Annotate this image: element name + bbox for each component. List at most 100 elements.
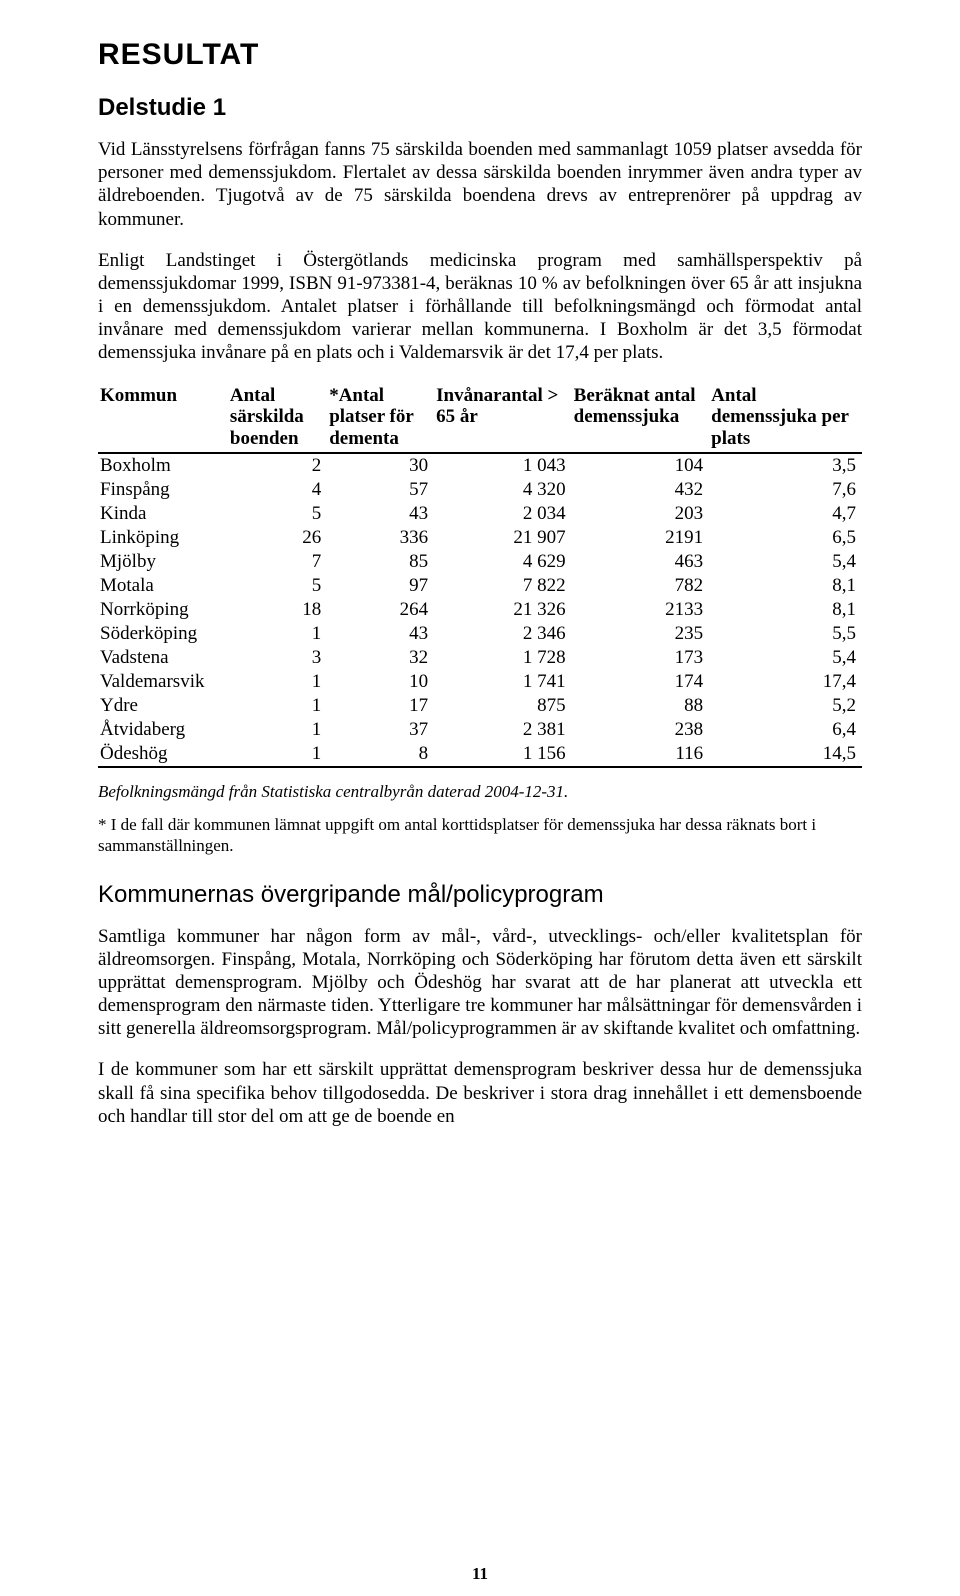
table-row: Finspång4574 3204327,6: [98, 478, 862, 502]
table-cell: 1: [228, 718, 327, 742]
table-cell: 4,7: [709, 502, 862, 526]
table-cell: 37: [327, 718, 434, 742]
table-cell: 104: [572, 453, 710, 478]
col-beraknat: Beräknat antal demenssjuka: [572, 383, 710, 454]
table-cell: 8: [327, 742, 434, 767]
col-per-plats: Antal demenssjuka per plats: [709, 383, 862, 454]
table-cell: 1: [228, 694, 327, 718]
table-cell: 3,5: [709, 453, 862, 478]
table-cell: 4 320: [434, 478, 572, 502]
table-cell: Norrköping: [98, 598, 228, 622]
table-cell: 43: [327, 502, 434, 526]
table-cell: 5: [228, 502, 327, 526]
table-cell: Åtvidaberg: [98, 718, 228, 742]
table-cell: 1: [228, 670, 327, 694]
table-source-note: Befolkningsmängd från Statistiska centra…: [98, 782, 862, 802]
table-row: Söderköping1432 3462355,5: [98, 622, 862, 646]
table-cell: 2: [228, 453, 327, 478]
table-cell: 1: [228, 742, 327, 767]
table-cell: Boxholm: [98, 453, 228, 478]
table-cell: 97: [327, 574, 434, 598]
table-cell: 21 326: [434, 598, 572, 622]
table-cell: 4: [228, 478, 327, 502]
table-cell: 17: [327, 694, 434, 718]
table-cell: 2 346: [434, 622, 572, 646]
table-cell: 6,5: [709, 526, 862, 550]
table-cell: 1 156: [434, 742, 572, 767]
table-cell: 88: [572, 694, 710, 718]
table-cell: 203: [572, 502, 710, 526]
table-cell: Motala: [98, 574, 228, 598]
table-cell: 6,4: [709, 718, 862, 742]
table-cell: Mjölby: [98, 550, 228, 574]
table-row: Valdemarsvik1101 74117417,4: [98, 670, 862, 694]
table-row: Ödeshög181 15611614,5: [98, 742, 862, 767]
table-cell: 1 043: [434, 453, 572, 478]
page-title: RESULTAT: [98, 38, 862, 72]
table-cell: 238: [572, 718, 710, 742]
table-cell: 32: [327, 646, 434, 670]
table-row: Linköping2633621 90721916,5: [98, 526, 862, 550]
table-cell: 1 741: [434, 670, 572, 694]
page: RESULTAT Delstudie 1 Vid Länsstyrelsens …: [0, 0, 960, 1596]
table-cell: Valdemarsvik: [98, 670, 228, 694]
table-cell: 4 629: [434, 550, 572, 574]
col-kommun: Kommun: [98, 383, 228, 454]
table-cell: 1: [228, 622, 327, 646]
table-cell: 264: [327, 598, 434, 622]
table-cell: 5,2: [709, 694, 862, 718]
table-cell: 5,5: [709, 622, 862, 646]
table-cell: 8,1: [709, 574, 862, 598]
table-cell: 43: [327, 622, 434, 646]
table-header-row: Kommun Antal särskilda boenden *Antal pl…: [98, 383, 862, 454]
table-cell: 14,5: [709, 742, 862, 767]
paragraph-3: Samtliga kommuner har någon form av mål-…: [98, 925, 862, 1041]
table-cell: 173: [572, 646, 710, 670]
table-cell: 2191: [572, 526, 710, 550]
table-row: Kinda5432 0342034,7: [98, 502, 862, 526]
table-cell: 116: [572, 742, 710, 767]
table-cell: Finspång: [98, 478, 228, 502]
section-heading: Kommunernas övergripande mål/policyprogr…: [98, 881, 862, 909]
paragraph-4: I de kommuner som har ett särskilt upprä…: [98, 1058, 862, 1128]
paragraph-1: Vid Länsstyrelsens förfrågan fanns 75 sä…: [98, 138, 862, 231]
table-cell: 7: [228, 550, 327, 574]
page-number: 11: [0, 1564, 960, 1584]
table-row: Norrköping1826421 32621338,1: [98, 598, 862, 622]
table-cell: Linköping: [98, 526, 228, 550]
table-cell: 463: [572, 550, 710, 574]
subtitle: Delstudie 1: [98, 94, 862, 122]
table-cell: 5,4: [709, 646, 862, 670]
table-row: Motala5977 8227828,1: [98, 574, 862, 598]
table-cell: Ydre: [98, 694, 228, 718]
col-antal-boenden: Antal särskilda boenden: [228, 383, 327, 454]
table-row: Ydre117875885,2: [98, 694, 862, 718]
table-cell: 336: [327, 526, 434, 550]
table-cell: 30: [327, 453, 434, 478]
table-cell: 432: [572, 478, 710, 502]
paragraph-2: Enligt Landstinget i Östergötlands medic…: [98, 249, 862, 365]
table-cell: 21 907: [434, 526, 572, 550]
table-cell: Ödeshög: [98, 742, 228, 767]
table-cell: 17,4: [709, 670, 862, 694]
table-row: Boxholm2301 0431043,5: [98, 453, 862, 478]
table-cell: 2 381: [434, 718, 572, 742]
col-antal-platser: *Antal platser för dementa: [327, 383, 434, 454]
table-cell: 57: [327, 478, 434, 502]
table-cell: 26: [228, 526, 327, 550]
table-cell: 85: [327, 550, 434, 574]
table-cell: 2133: [572, 598, 710, 622]
table-cell: 782: [572, 574, 710, 598]
table-cell: 2 034: [434, 502, 572, 526]
table-row: Åtvidaberg1372 3812386,4: [98, 718, 862, 742]
table-row: Mjölby7854 6294635,4: [98, 550, 862, 574]
col-invanarantal: Invånarantal > 65 år: [434, 383, 572, 454]
data-table: Kommun Antal särskilda boenden *Antal pl…: [98, 383, 862, 769]
table-cell: 8,1: [709, 598, 862, 622]
table-cell: 10: [327, 670, 434, 694]
table-cell: 18: [228, 598, 327, 622]
table-cell: Söderköping: [98, 622, 228, 646]
table-cell: Vadstena: [98, 646, 228, 670]
table-cell: 875: [434, 694, 572, 718]
table-cell: 1 728: [434, 646, 572, 670]
